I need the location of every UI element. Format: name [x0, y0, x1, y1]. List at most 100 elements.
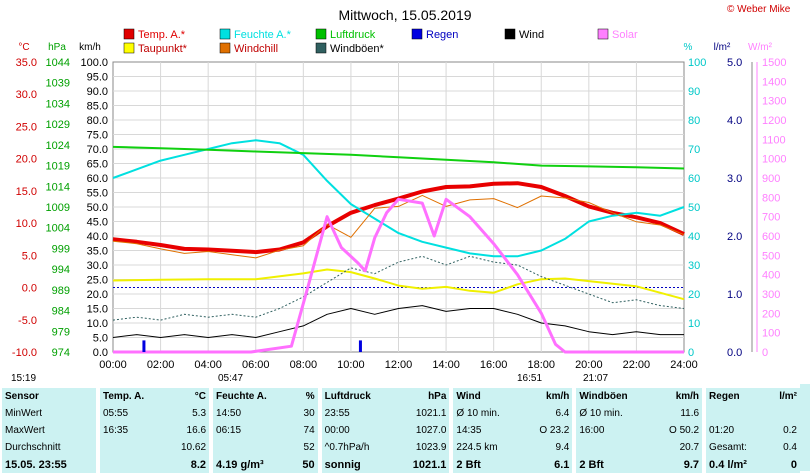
axis-tick-press: 1014: [46, 181, 70, 193]
stats-cell: 0.4: [767, 439, 800, 456]
axis-tick-solar: 900: [762, 173, 780, 185]
axis-tick-hum: 80: [688, 115, 700, 127]
stats-cell: 2 Bft: [572, 456, 652, 473]
axis-tick-solar: 100: [762, 328, 780, 340]
series-line-windb-en: [112, 255, 685, 321]
stats-cell: Feuchte A.: [209, 388, 292, 405]
axis-tick-hum: 0: [688, 347, 694, 359]
axis-tick-wind: 95.0: [87, 72, 108, 84]
rain-bar: [358, 340, 362, 352]
stats-cell: 06:15: [209, 422, 292, 439]
legend-swatch: [504, 28, 516, 40]
axis-tick-hum: 20: [688, 289, 700, 301]
stats-row: MinWert 05:55 5.3 14:50 30 23:55 1021.1 Ø 10 mi…: [2, 405, 800, 422]
stats-cell: Durchschnitt: [2, 439, 98, 456]
stats-cell: sonnig: [317, 456, 395, 473]
axis-tick-hum: 60: [688, 173, 700, 185]
legend-label: Temp. A.*: [138, 29, 186, 41]
axis-tick-temp: -5.0: [18, 315, 37, 327]
stats-cell: 30: [291, 405, 320, 422]
legend-swatch: [123, 42, 135, 54]
x-tick-label: 04:00: [194, 359, 222, 370]
axis-tick-rain: 3.0: [727, 173, 742, 185]
axis-tick-wind: 75.0: [87, 130, 108, 142]
axis-unit-rain: l/m²: [714, 42, 731, 53]
stats-cell: Wind: [449, 388, 523, 405]
axis-tick-solar: 0: [762, 347, 768, 359]
axis-tick-wind: 70.0: [87, 144, 108, 156]
x-tick-label: 18:00: [527, 359, 555, 370]
stats-cell: 74: [291, 422, 320, 439]
stats-cell: 14:50: [209, 405, 292, 422]
axis-tick-temp: 25.0: [16, 121, 37, 133]
axis-tick-wind: 50.0: [87, 202, 108, 214]
x-tick-label: 20:00: [575, 359, 603, 370]
axis-tick-hum: 70: [688, 144, 700, 156]
axis-tick-wind: 55.0: [87, 188, 108, 200]
sunset-time: 21:07: [583, 373, 609, 384]
axis-tick-press: 984: [52, 306, 70, 318]
stats-cell: Ø 10 min.: [572, 405, 652, 422]
x-tick-label: 08:00: [290, 359, 318, 370]
stats-cell: km/h: [522, 388, 575, 405]
legend-swatch: [123, 28, 135, 40]
stats-cell: Luftdruck: [317, 388, 395, 405]
stats-cell: 6.4: [522, 405, 575, 422]
axis-tick-wind: 10.0: [87, 318, 108, 330]
stats-cell: 01:20: [702, 422, 768, 439]
weather-chart: 35.0 30.0 25.0 20.0 15.0 10.0 5.0 0.0 -5.0 -10.0 °…: [12, 7, 787, 370]
axis-tick-solar: 1500: [762, 57, 786, 69]
axis-tick-solar: 700: [762, 212, 780, 224]
axis-tick-temp: 0.0: [22, 283, 37, 295]
stats-table: Sensor Temp. A. °C Feuchte A.% Luftdruck hPa W…: [2, 388, 800, 473]
axis-tick-press: 994: [52, 264, 70, 276]
series-line-windchill: [112, 194, 685, 259]
x-tick-label: 24:00: [670, 359, 698, 370]
stats-cell: hPa: [394, 388, 452, 405]
stats-cell: km/h: [651, 388, 705, 405]
chart-series: [112, 139, 685, 354]
legend-swatch: [597, 28, 609, 40]
axis-tick-press: 1009: [46, 202, 70, 214]
sunrise-time: 05:47: [218, 373, 244, 384]
axis-tick-press: 1019: [46, 161, 70, 173]
series-line-luftdruck: [112, 145, 685, 170]
legend-label: Feuchte A.*: [234, 29, 292, 41]
axis-unit-temp: °C: [18, 42, 29, 53]
legend-swatch: [315, 42, 327, 54]
status-bar: 15:19 05:47 16:51 21:07: [0, 370, 810, 386]
axis-tick-press: 989: [52, 285, 70, 297]
stats-cell: 1021.1: [394, 456, 452, 473]
max-wind-time: 16:51: [517, 373, 543, 384]
stats-cell: 23:55: [317, 405, 395, 422]
stats-cell: O 50.2: [651, 422, 705, 439]
chart-legend: Temp. A.* Feuchte A.* Luftdruck Regen Wind So…: [123, 28, 638, 55]
axis-tick-temp: 35.0: [16, 57, 37, 69]
axis-tick-wind: 20.0: [87, 289, 108, 301]
axis-tick-press: 1034: [46, 98, 70, 110]
stats-cell: 6.1: [522, 456, 575, 473]
stats-cell: MinWert: [2, 405, 98, 422]
stats-cell: [572, 439, 652, 456]
stats-cell: [767, 405, 800, 422]
stats-cell: 16:00: [572, 422, 652, 439]
axis-tick-press: 1024: [46, 140, 70, 152]
stats-cell: 2 Bft: [449, 456, 523, 473]
stats-cell: Regen: [702, 388, 768, 405]
stats-cell: 0.2: [767, 422, 800, 439]
stats-cell: 5.3: [165, 405, 212, 422]
stats-cell: Windböen: [572, 388, 652, 405]
stats-cell: [209, 439, 292, 456]
axis-tick-press: 979: [52, 326, 70, 338]
stats-cell: 0: [767, 456, 800, 473]
axis-tick-wind: 25.0: [87, 275, 108, 287]
axis-tick-press: 1004: [46, 223, 70, 235]
axis-unit-press: hPa: [48, 42, 66, 53]
axis-tick-rain: 2.0: [727, 231, 742, 243]
stats-row: MaxWert 16:35 16.6 06:15 74 00:00 1027.0 14:35 O…: [2, 422, 800, 439]
axis-tick-temp: 10.0: [16, 218, 37, 230]
axis-tick-hum: 50: [688, 202, 700, 214]
axis-tick-solar: 1200: [762, 115, 786, 127]
stats-header-row: Sensor Temp. A. °C Feuchte A.% Luftdruck hPa W…: [2, 388, 800, 405]
chart-axes: 35.0 30.0 25.0 20.0 15.0 10.0 5.0 0.0 -5.0 -10.0 °…: [12, 42, 787, 370]
